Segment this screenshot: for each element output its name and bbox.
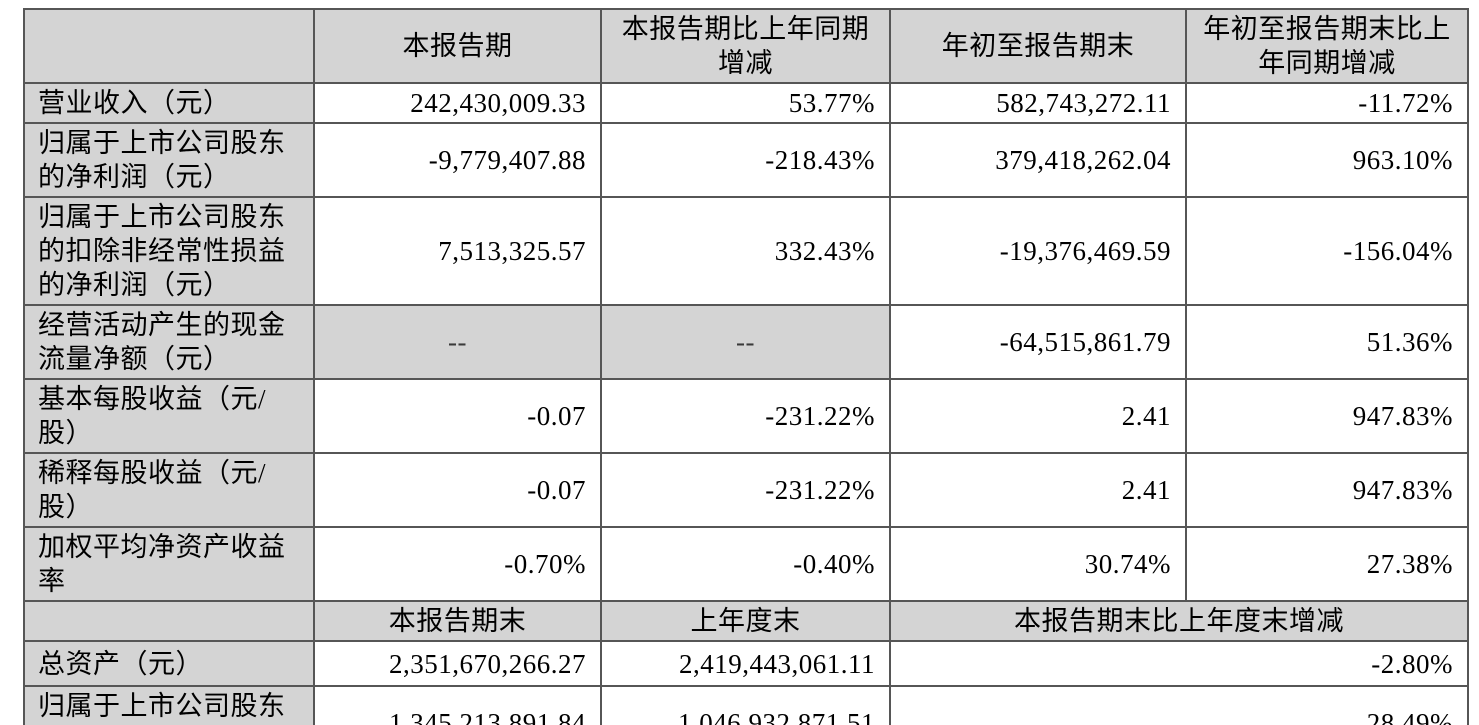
- header-cell-blank: [23, 600, 315, 642]
- financial-summary-table: 本报告期 本报告期比上年同期增减 年初至报告期末 年初至报告期末比上年同期增减 …: [23, 8, 1469, 725]
- header-cell-prior-year-end: 上年度末: [600, 600, 891, 642]
- value-cell: 2.41: [889, 378, 1187, 454]
- row-label: 归属于上市公司股东的所有者权益（元）: [23, 685, 315, 725]
- value-cell-na: --: [600, 304, 891, 380]
- value-cell: 28.49%: [889, 685, 1469, 725]
- value-cell: 51.36%: [1185, 304, 1469, 380]
- value-cell: 53.77%: [600, 82, 891, 124]
- table-row-operating-revenue: 营业收入（元） 242,430,009.33 53.77% 582,743,27…: [23, 82, 1469, 124]
- value-cell: -2.80%: [889, 640, 1469, 687]
- table-row-net-profit: 归属于上市公司股东的净利润（元） -9,779,407.88 -218.43% …: [23, 122, 1469, 198]
- value-cell: 7,513,325.57: [313, 196, 602, 306]
- header-cell-period-end: 本报告期末: [313, 600, 602, 642]
- value-cell: 27.38%: [1185, 526, 1469, 602]
- row-label: 稀释每股收益（元/股）: [23, 452, 315, 528]
- value-cell: -0.40%: [600, 526, 891, 602]
- value-cell: -156.04%: [1185, 196, 1469, 306]
- value-cell: 582,743,272.11: [889, 82, 1187, 124]
- header-row: 本报告期 本报告期比上年同期增减 年初至报告期末 年初至报告期末比上年同期增减: [23, 8, 1469, 84]
- value-cell: -0.07: [313, 378, 602, 454]
- row-label: 归属于上市公司股东的净利润（元）: [23, 122, 315, 198]
- value-cell: -218.43%: [600, 122, 891, 198]
- row-label: 加权平均净资产收益率: [23, 526, 315, 602]
- value-cell: 2,419,443,061.11: [600, 640, 891, 687]
- table-row-net-profit-excl-nonrecurring: 归属于上市公司股东的扣除非经常性损益的净利润（元） 7,513,325.57 3…: [23, 196, 1469, 306]
- table-row-weighted-avg-roe: 加权平均净资产收益率 -0.70% -0.40% 30.74% 27.38%: [23, 526, 1469, 602]
- header-cell-ytd-yoy: 年初至报告期末比上年同期增减: [1185, 8, 1469, 84]
- row-label: 总资产（元）: [23, 640, 315, 687]
- header-cell-blank: [23, 8, 315, 84]
- value-cell: -231.22%: [600, 452, 891, 528]
- value-cell: -0.70%: [313, 526, 602, 602]
- value-cell: 1,345,213,891.84: [313, 685, 602, 725]
- value-cell: 379,418,262.04: [889, 122, 1187, 198]
- table-row-diluted-eps: 稀释每股收益（元/股） -0.07 -231.22% 2.41 947.83%: [23, 452, 1469, 528]
- value-cell: 2.41: [889, 452, 1187, 528]
- value-cell: 30.74%: [889, 526, 1187, 602]
- value-cell: 1,046,932,871.51: [600, 685, 891, 725]
- header-cell-period-end-change: 本报告期末比上年度末增减: [889, 600, 1469, 642]
- table-row-total-assets: 总资产（元） 2,351,670,266.27 2,419,443,061.11…: [23, 640, 1469, 687]
- table-row-basic-eps: 基本每股收益（元/股） -0.07 -231.22% 2.41 947.83%: [23, 378, 1469, 454]
- value-cell: -64,515,861.79: [889, 304, 1187, 380]
- header-cell-ytd: 年初至报告期末: [889, 8, 1187, 84]
- value-cell-na: --: [313, 304, 602, 380]
- value-cell: -231.22%: [600, 378, 891, 454]
- table-row-owners-equity: 归属于上市公司股东的所有者权益（元） 1,345,213,891.84 1,04…: [23, 685, 1469, 725]
- value-cell: 947.83%: [1185, 378, 1469, 454]
- value-cell: 2,351,670,266.27: [313, 640, 602, 687]
- value-cell: 947.83%: [1185, 452, 1469, 528]
- row-label: 归属于上市公司股东的扣除非经常性损益的净利润（元）: [23, 196, 315, 306]
- value-cell: 332.43%: [600, 196, 891, 306]
- value-cell: 242,430,009.33: [313, 82, 602, 124]
- value-cell: -11.72%: [1185, 82, 1469, 124]
- value-cell: -0.07: [313, 452, 602, 528]
- table-row-operating-cash-flow: 经营活动产生的现金流量净额（元） -- -- -64,515,861.79 51…: [23, 304, 1469, 380]
- header-cell-current-period-yoy: 本报告期比上年同期增减: [600, 8, 891, 84]
- value-cell: -19,376,469.59: [889, 196, 1187, 306]
- value-cell: -9,779,407.88: [313, 122, 602, 198]
- row-label: 营业收入（元）: [23, 82, 315, 124]
- header-cell-current-period: 本报告期: [313, 8, 602, 84]
- value-cell: 963.10%: [1185, 122, 1469, 198]
- row-label: 基本每股收益（元/股）: [23, 378, 315, 454]
- row-label: 经营活动产生的现金流量净额（元）: [23, 304, 315, 380]
- section2-header-row: 本报告期末 上年度末 本报告期末比上年度末增减: [23, 600, 1469, 642]
